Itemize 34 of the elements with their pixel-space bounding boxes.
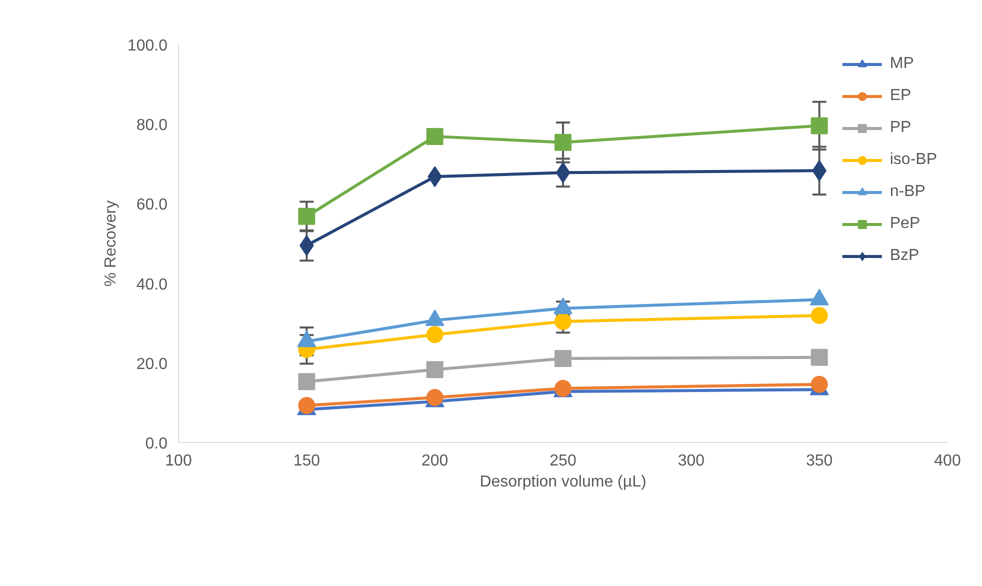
y-tick-label: 0.0: [145, 436, 168, 452]
x-tick-label: 200: [421, 452, 448, 470]
x-tick-label: 300: [678, 452, 705, 470]
legend-label: iso-BP: [890, 151, 937, 169]
point: [554, 134, 572, 151]
point: [426, 326, 444, 344]
point: [554, 350, 572, 368]
y-tick-label: 80.0: [136, 117, 168, 134]
x-tick-label: 350: [806, 452, 833, 470]
point: [554, 313, 572, 330]
point: [426, 128, 444, 145]
legend-label: n-BP: [890, 183, 926, 201]
y-tick-label: 100.0: [127, 38, 168, 54]
legend-label: EP: [890, 87, 912, 105]
point: [810, 117, 828, 134]
legend-label: PeP: [890, 215, 920, 233]
point: [810, 348, 828, 366]
y-tick-label: 20.0: [136, 356, 168, 373]
y-tick-label: 40.0: [136, 276, 168, 294]
y-axis-title: % Recovery: [102, 200, 120, 287]
legend-label: MP: [890, 55, 914, 73]
x-tick-label: 100: [165, 452, 192, 470]
point: [810, 307, 828, 324]
point: [426, 361, 444, 378]
y-tick-label: 60.0: [136, 196, 168, 214]
x-axis-title: Desorption volume (µL): [480, 474, 646, 490]
point: [298, 208, 316, 225]
legend-label: BzP: [890, 247, 920, 265]
x-tick-label: 400: [934, 452, 961, 470]
point: [298, 373, 316, 390]
x-tick-label: 150: [293, 452, 320, 470]
point: [810, 376, 828, 393]
x-tick-label: 250: [550, 452, 576, 470]
legend-label: PP: [890, 119, 912, 137]
